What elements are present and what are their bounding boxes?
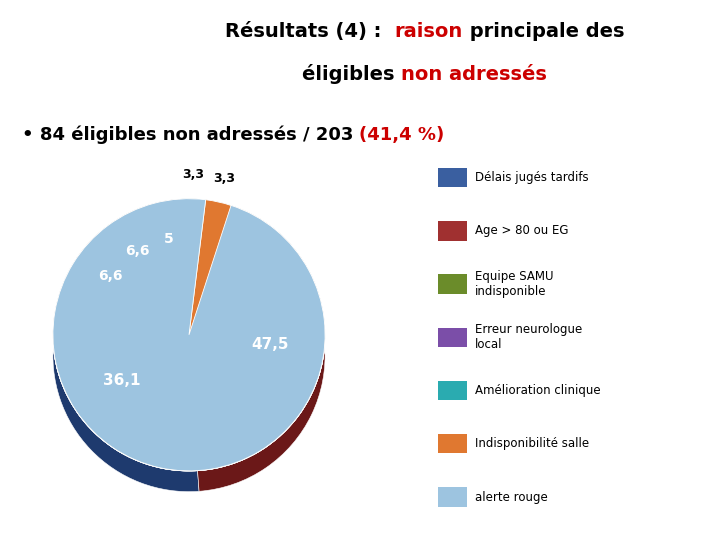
Text: raison: raison <box>395 22 463 40</box>
Text: 3,3: 3,3 <box>182 168 204 181</box>
Text: non adressés: non adressés <box>402 65 547 84</box>
Bar <box>438 328 467 347</box>
Text: 6,6: 6,6 <box>98 269 122 284</box>
Text: • 84 éligibles non adressés / 203: • 84 éligibles non adressés / 203 <box>22 126 359 144</box>
Bar <box>438 434 467 454</box>
Wedge shape <box>66 199 325 470</box>
Bar <box>438 274 467 294</box>
Text: 47,5: 47,5 <box>251 337 289 352</box>
Wedge shape <box>53 199 325 471</box>
Wedge shape <box>53 199 325 471</box>
Text: 3,3: 3,3 <box>213 172 235 185</box>
Wedge shape <box>53 199 325 471</box>
Wedge shape <box>53 199 231 471</box>
Text: Délais jugés tardifs: Délais jugés tardifs <box>475 171 589 184</box>
Text: Erreur neurologue
local: Erreur neurologue local <box>475 323 582 352</box>
Text: principale des: principale des <box>463 22 625 40</box>
Text: Résultats (4) :: Résultats (4) : <box>225 22 395 40</box>
Bar <box>438 488 467 507</box>
Text: Amélioration clinique: Amélioration clinique <box>475 384 600 397</box>
Wedge shape <box>53 199 325 471</box>
Text: 6,6: 6,6 <box>125 244 150 258</box>
Text: 5: 5 <box>163 232 173 246</box>
Text: Indisponibilité salle: Indisponibilité salle <box>475 437 590 450</box>
Text: éligibles: éligibles <box>302 64 402 84</box>
Text: 36,1: 36,1 <box>103 373 140 388</box>
Wedge shape <box>53 220 231 491</box>
Text: Age > 80 ou EG: Age > 80 ou EG <box>475 225 569 238</box>
Text: (41,4 %): (41,4 %) <box>359 126 445 144</box>
Wedge shape <box>53 199 325 471</box>
Text: alerte rouge: alerte rouge <box>475 490 548 504</box>
Text: Equipe SAMU
indisponible: Equipe SAMU indisponible <box>475 270 554 298</box>
Bar <box>438 381 467 400</box>
Bar <box>438 221 467 240</box>
Bar <box>438 168 467 187</box>
Wedge shape <box>66 220 325 491</box>
